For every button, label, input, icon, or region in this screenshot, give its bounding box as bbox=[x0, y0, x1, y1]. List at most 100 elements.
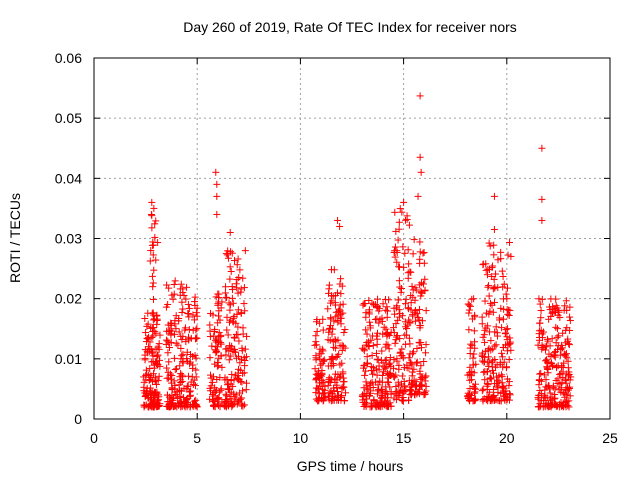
data-point bbox=[146, 338, 154, 346]
data-point bbox=[565, 340, 573, 348]
data-point bbox=[562, 339, 570, 347]
data-point bbox=[366, 324, 374, 332]
data-point bbox=[375, 319, 383, 327]
data-point bbox=[384, 307, 392, 315]
data-point bbox=[383, 303, 391, 311]
data-point bbox=[165, 339, 173, 347]
data-point bbox=[394, 296, 402, 304]
data-point bbox=[543, 335, 551, 343]
data-point bbox=[228, 370, 236, 378]
data-point bbox=[340, 329, 348, 337]
data-point bbox=[334, 311, 342, 319]
data-point bbox=[559, 329, 567, 337]
data-point bbox=[392, 371, 400, 379]
data-point bbox=[149, 402, 157, 410]
data-point bbox=[486, 374, 494, 382]
data-point bbox=[406, 386, 414, 394]
data-point bbox=[324, 305, 332, 313]
data-point bbox=[378, 347, 386, 355]
data-point bbox=[327, 376, 335, 384]
data-point bbox=[189, 380, 197, 388]
data-point bbox=[331, 375, 339, 383]
data-point bbox=[215, 394, 223, 402]
data-point bbox=[551, 308, 559, 316]
data-point bbox=[226, 342, 234, 350]
data-point bbox=[217, 352, 225, 360]
data-point bbox=[334, 318, 342, 326]
data-point bbox=[538, 216, 546, 224]
data-point bbox=[555, 332, 563, 340]
data-point bbox=[206, 354, 214, 362]
data-point bbox=[373, 315, 381, 323]
data-point bbox=[566, 376, 574, 384]
data-point bbox=[209, 373, 217, 381]
data-point bbox=[321, 382, 329, 390]
data-point bbox=[500, 305, 508, 313]
data-point bbox=[364, 342, 372, 350]
data-point bbox=[409, 311, 417, 319]
data-point bbox=[500, 280, 508, 288]
data-point bbox=[381, 364, 389, 372]
data-point bbox=[559, 344, 567, 352]
data-point bbox=[562, 403, 570, 411]
data-point bbox=[471, 388, 479, 396]
data-point bbox=[478, 357, 486, 365]
data-point bbox=[326, 324, 334, 332]
data-point bbox=[212, 168, 220, 176]
data-point bbox=[319, 326, 327, 334]
data-point bbox=[469, 354, 477, 362]
data-point bbox=[411, 317, 419, 325]
y-tick-label: 0.03 bbox=[55, 231, 82, 247]
data-point bbox=[468, 295, 476, 303]
x-tick-label: 25 bbox=[602, 430, 618, 446]
data-point bbox=[483, 382, 491, 390]
data-point bbox=[466, 350, 474, 358]
data-point bbox=[366, 306, 374, 314]
data-point bbox=[406, 340, 414, 348]
data-point bbox=[238, 402, 246, 410]
data-point bbox=[503, 284, 511, 292]
data-point bbox=[169, 295, 177, 303]
data-point bbox=[176, 362, 184, 370]
data-point bbox=[492, 323, 500, 331]
data-point bbox=[405, 396, 413, 404]
data-point bbox=[487, 337, 495, 345]
data-point bbox=[471, 395, 479, 403]
data-point bbox=[383, 390, 391, 398]
data-point bbox=[224, 254, 232, 262]
data-point bbox=[339, 368, 347, 376]
data-point bbox=[418, 344, 426, 352]
data-point bbox=[497, 255, 505, 263]
data-point bbox=[385, 361, 393, 369]
data-point bbox=[376, 316, 384, 324]
y-tick-label: 0.06 bbox=[55, 50, 82, 66]
axis-ticks bbox=[93, 57, 611, 420]
data-point bbox=[382, 306, 390, 314]
data-point bbox=[490, 225, 498, 233]
data-point bbox=[148, 224, 156, 232]
data-point bbox=[214, 319, 222, 327]
data-point bbox=[337, 275, 345, 283]
data-point bbox=[166, 370, 174, 378]
data-point bbox=[156, 356, 164, 364]
data-point bbox=[212, 347, 220, 355]
data-point bbox=[413, 344, 421, 352]
data-point bbox=[176, 291, 184, 299]
data-point bbox=[489, 285, 497, 293]
data-point bbox=[540, 396, 548, 404]
data-point bbox=[316, 355, 324, 363]
data-point bbox=[558, 379, 566, 387]
data-point bbox=[483, 271, 491, 279]
data-point bbox=[185, 304, 193, 312]
data-point bbox=[417, 279, 425, 287]
data-point bbox=[543, 363, 551, 371]
data-point bbox=[223, 293, 231, 301]
data-point bbox=[168, 399, 176, 407]
data-point bbox=[235, 375, 243, 383]
data-point bbox=[416, 370, 424, 378]
data-point bbox=[548, 393, 556, 401]
data-point bbox=[360, 362, 368, 370]
x-tick-label: 0 bbox=[90, 430, 98, 446]
data-point bbox=[537, 314, 545, 322]
data-point bbox=[152, 380, 160, 388]
